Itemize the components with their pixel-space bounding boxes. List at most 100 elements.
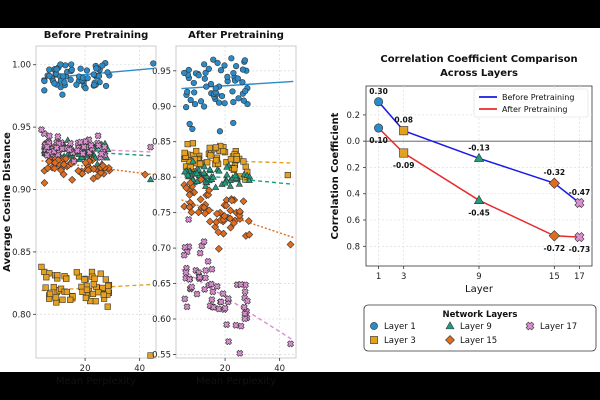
correlation-chart: 0.2 0.0 0.2 0.4 0.6 0.8 1 3 9 15 17 0.30 0.08 -0.13 -0… [330, 54, 593, 295]
legend-marker-layer-17 [525, 321, 535, 331]
data-point [41, 87, 48, 94]
y-tick-label: 0.90 [152, 102, 171, 112]
data-point [63, 275, 70, 282]
data-point [91, 275, 98, 282]
data-point [180, 251, 188, 259]
data-point [45, 132, 53, 140]
data-point [226, 206, 235, 215]
y-tick-label: 0.95 [152, 67, 171, 77]
data-point [51, 80, 58, 87]
y-tick-label: 0.80 [152, 173, 171, 183]
data-point [100, 291, 107, 298]
data-point [236, 349, 244, 357]
data-point [242, 163, 249, 170]
data-point [42, 284, 49, 291]
data-point [241, 288, 249, 296]
data-point [185, 215, 193, 223]
data-point [240, 158, 247, 165]
trend-line [41, 283, 154, 292]
data-point [40, 178, 49, 187]
data-point [50, 164, 59, 173]
x-tick-label: 15 [549, 272, 560, 282]
data-point [187, 96, 194, 104]
data-point [241, 57, 249, 64]
data-point [104, 69, 111, 76]
data-point [74, 166, 83, 175]
data-point [206, 144, 213, 151]
x-tick-label: 9 [476, 272, 481, 282]
data-point [233, 156, 240, 163]
y-axis-label: Correlation Coefficient [330, 112, 341, 239]
data-point [82, 294, 89, 302]
data-point [284, 171, 291, 179]
data-point [92, 298, 99, 305]
data-point [95, 72, 103, 80]
data-point [183, 303, 191, 311]
data-point [59, 160, 68, 169]
legend-marker-layer-15 [445, 335, 455, 345]
data-point [191, 100, 199, 108]
data-point [193, 169, 201, 176]
data-point [209, 288, 217, 296]
line-legend: Before Pretraining After Pretraining [473, 88, 589, 118]
data-point [226, 223, 235, 232]
data-point [95, 289, 102, 296]
data-point [245, 230, 254, 239]
data-point [57, 61, 64, 68]
data-point [99, 62, 106, 69]
before-pretraining-panel: 0.80 0.85 0.90 0.95 1.00 20 40 Before Pretraini… [2, 30, 157, 387]
legend-label: Layer 15 [460, 336, 497, 346]
data-point [241, 315, 249, 323]
data-point [245, 176, 253, 183]
data-point [214, 228, 223, 237]
data-point [46, 66, 53, 73]
data-point [230, 219, 238, 228]
data-point [230, 69, 237, 77]
y-tick-label: 0.90 [12, 186, 31, 196]
data-point [221, 304, 229, 312]
data-point [181, 149, 188, 156]
y-tick-label: 0.75 [152, 209, 171, 219]
data-point [184, 141, 191, 148]
data-point [63, 288, 70, 296]
data-point [237, 322, 245, 330]
trend-line [41, 146, 154, 153]
data-point [95, 142, 103, 150]
data-point [226, 182, 234, 189]
data-label: 0.10 [369, 136, 388, 145]
data-point [59, 91, 66, 98]
data-point [51, 158, 59, 167]
data-point [226, 214, 234, 223]
data-point [68, 66, 75, 73]
series-layer-9 [181, 157, 294, 190]
data-point [222, 201, 231, 210]
x-tick-label: 40 [134, 364, 145, 374]
data-point [239, 79, 246, 86]
data-point [212, 144, 219, 151]
data-point [59, 296, 66, 303]
data-point [196, 160, 204, 167]
data-point [215, 167, 223, 174]
data-point [147, 143, 155, 151]
data-point [65, 146, 73, 154]
data-point [67, 76, 74, 83]
data-point [201, 75, 208, 82]
data-point [73, 81, 80, 88]
data-point [201, 274, 209, 282]
series-layer-17 [37, 126, 155, 165]
data-label: 0.08 [394, 116, 413, 125]
x-tick-label: 1 [376, 272, 381, 282]
data-point [98, 161, 107, 170]
data-point [197, 98, 205, 105]
data-point [221, 62, 228, 69]
y-tick-label: 0.65 [152, 280, 171, 290]
data-point [207, 80, 215, 88]
data-point [221, 100, 228, 107]
data-point [196, 273, 204, 281]
data-point [56, 166, 65, 175]
data-point [68, 61, 75, 68]
data-point [223, 163, 231, 170]
data-point [181, 167, 189, 175]
data-point [207, 280, 215, 288]
